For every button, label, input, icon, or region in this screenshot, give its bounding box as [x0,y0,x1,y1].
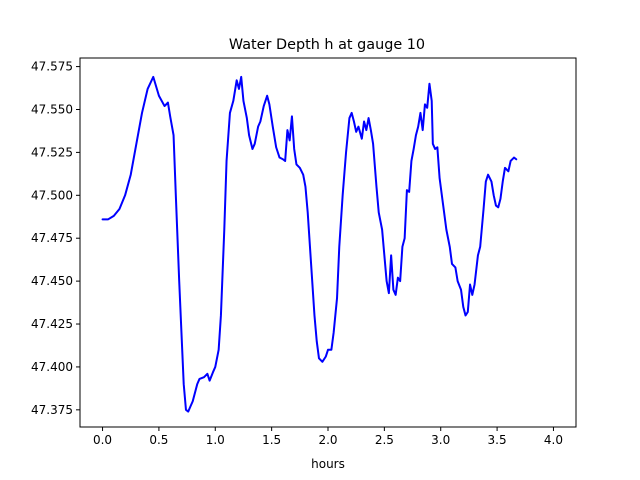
y-tick-label: 47.450 [31,274,73,288]
x-tick-label: 0.5 [149,433,168,447]
x-tick-label: 2.0 [318,433,337,447]
y-tick-label: 47.425 [31,317,73,331]
x-tick-label: 4.0 [544,433,563,447]
x-tick-label: 1.5 [262,433,281,447]
x-tick-label: 3.5 [488,433,507,447]
x-tick-label: 1.0 [206,433,225,447]
y-tick-label: 47.500 [31,188,73,202]
y-tick-label: 47.400 [31,360,73,374]
x-tick-label: 3.0 [431,433,450,447]
x-axis-label: hours [311,457,345,471]
y-tick-label: 47.525 [31,145,73,159]
series-line-0 [101,75,518,413]
x-tick-label: 2.5 [375,433,394,447]
y-tick-label: 47.375 [31,403,73,417]
plot-area [79,57,577,428]
chart-title: Water Depth h at gauge 10 [229,37,425,53]
x-tick-label: 0.0 [93,433,112,447]
x-axis-ticks: 0.0 0.5 1.0 1.5 2.0 2.5 3.0 3.5 4.0 [93,427,563,447]
y-tick-label: 47.550 [31,102,73,116]
plot-background [80,58,576,427]
y-tick-label: 47.575 [31,60,73,74]
y-tick-label: 47.475 [31,231,73,245]
y-axis-ticks: 47.375 47.400 47.425 47.450 47.475 47.500 47.5… [31,60,80,417]
